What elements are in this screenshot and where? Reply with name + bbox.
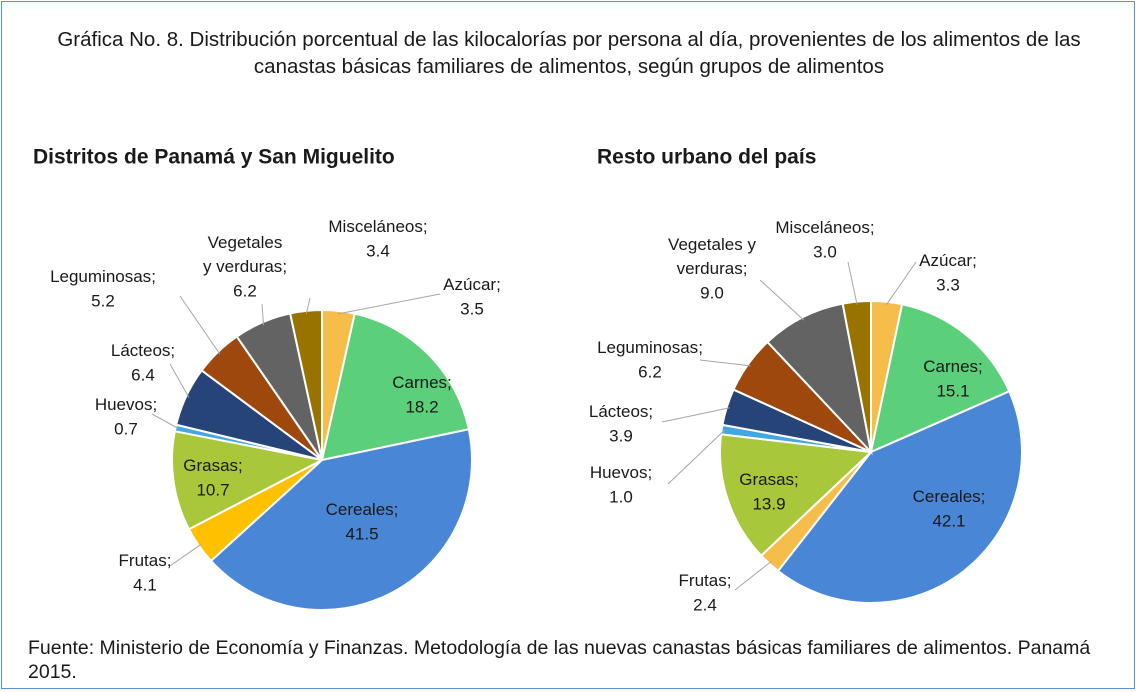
data-label-value: 2.4 [693, 595, 717, 614]
data-label-name: Grasas; [739, 470, 799, 489]
data-label-name: Huevos; [590, 463, 652, 482]
data-label-name: Cereales; [913, 487, 986, 506]
data-label-name: Leguminosas; [597, 338, 703, 357]
leader-line [661, 407, 730, 423]
data-label-name: Azúcar; [919, 251, 977, 270]
data-label-value: 42.1 [932, 511, 965, 530]
data-label-value: 41.5 [345, 524, 378, 543]
chart-title: Distritos de Panamá y San Miguelito [33, 146, 395, 169]
data-label-name: Vegetales y verduras; [203, 233, 287, 276]
data-label-value: 6.2 [233, 281, 257, 300]
data-label-name: Azúcar; [443, 275, 501, 294]
data-label-name: Carnes; [392, 373, 452, 392]
label-separator: ; [282, 257, 287, 276]
label-separator: ; [170, 341, 175, 360]
data-label-value: 3.9 [609, 426, 633, 445]
data-label-name: Frutas; [119, 551, 172, 570]
pie-slice [288, 308, 323, 461]
data-label-name: Huevos; [95, 395, 157, 414]
leader-line [847, 261, 858, 305]
pie-slice [869, 303, 1011, 454]
pie-slice [776, 390, 1023, 604]
data-label-value: 3.5 [460, 299, 484, 318]
label-separator: ; [238, 456, 243, 475]
label-separator: ; [496, 275, 501, 294]
label-separator: ; [647, 463, 652, 482]
data-label-value: 0.7 [114, 419, 138, 438]
pie-slice [209, 428, 473, 611]
label-separator: ; [648, 402, 653, 421]
leader-line [734, 560, 772, 591]
label-separator: ; [167, 551, 172, 570]
pie-slice [719, 433, 874, 558]
leader-line [261, 303, 265, 326]
data-label-value: 5.2 [91, 291, 115, 310]
data-label-value: 15.1 [936, 381, 969, 400]
pie-slice [171, 429, 325, 531]
data-label-name: Carnes; [923, 357, 983, 376]
pie-slice [766, 302, 873, 456]
data-label-name: Frutas; [679, 571, 732, 590]
data-label-value: 10.7 [196, 480, 229, 499]
data-label-value: 18.2 [405, 397, 438, 416]
leader-line [179, 295, 221, 355]
data-label-name: Misceláneos; [328, 217, 427, 236]
label-separator: ; [447, 373, 452, 392]
label-separator: ; [698, 338, 703, 357]
data-label-value: 9.0 [700, 283, 724, 302]
source-note: Fuente: Ministerio de Economía y Finanza… [28, 637, 1091, 683]
label-separator: ; [978, 357, 983, 376]
leader-line [667, 429, 726, 485]
label-separator: ; [394, 500, 399, 519]
data-label-name: Cereales; [326, 500, 399, 519]
label-separator: ; [794, 470, 799, 489]
leader-line [338, 293, 441, 315]
data-label-value: 3.4 [366, 241, 390, 260]
leader-line [305, 297, 311, 314]
leader-line [885, 261, 917, 306]
label-separator: ; [152, 395, 157, 414]
data-label-value: 3.3 [936, 275, 960, 294]
data-label-value: 13.9 [752, 494, 785, 513]
data-label-name: Leguminosas; [50, 267, 156, 286]
leader-line [151, 413, 179, 430]
data-label-value: 1.0 [609, 487, 633, 506]
label-separator: ; [727, 571, 732, 590]
data-label-name: Grasas; [183, 456, 243, 475]
label-separator: ; [151, 267, 156, 286]
data-label-name: Misceláneos; [775, 218, 874, 237]
data-label-value: 6.4 [131, 365, 155, 384]
leader-line [759, 279, 805, 321]
label-separator: ; [423, 217, 428, 236]
chart-title: Resto urbano del país [597, 146, 816, 169]
data-label-name: Lácteos; [589, 402, 653, 421]
data-label-value: 3.0 [813, 242, 837, 261]
label-separator: ; [743, 259, 748, 278]
data-label-name: Vegetales y verduras; [668, 235, 756, 278]
pie-slice [320, 312, 471, 462]
label-separator: ; [981, 487, 986, 506]
data-label-value: 4.1 [133, 575, 157, 594]
label-separator: ; [870, 218, 875, 237]
data-label-name: Lácteos; [111, 341, 175, 360]
label-separator: ; [972, 251, 977, 270]
leader-line [699, 359, 751, 367]
data-label-value: 6.2 [638, 362, 662, 381]
leader-line [169, 543, 202, 567]
leader-line [169, 363, 190, 398]
page-title: Gráfica No. 8. Distribución porcentual d… [57, 28, 1081, 78]
